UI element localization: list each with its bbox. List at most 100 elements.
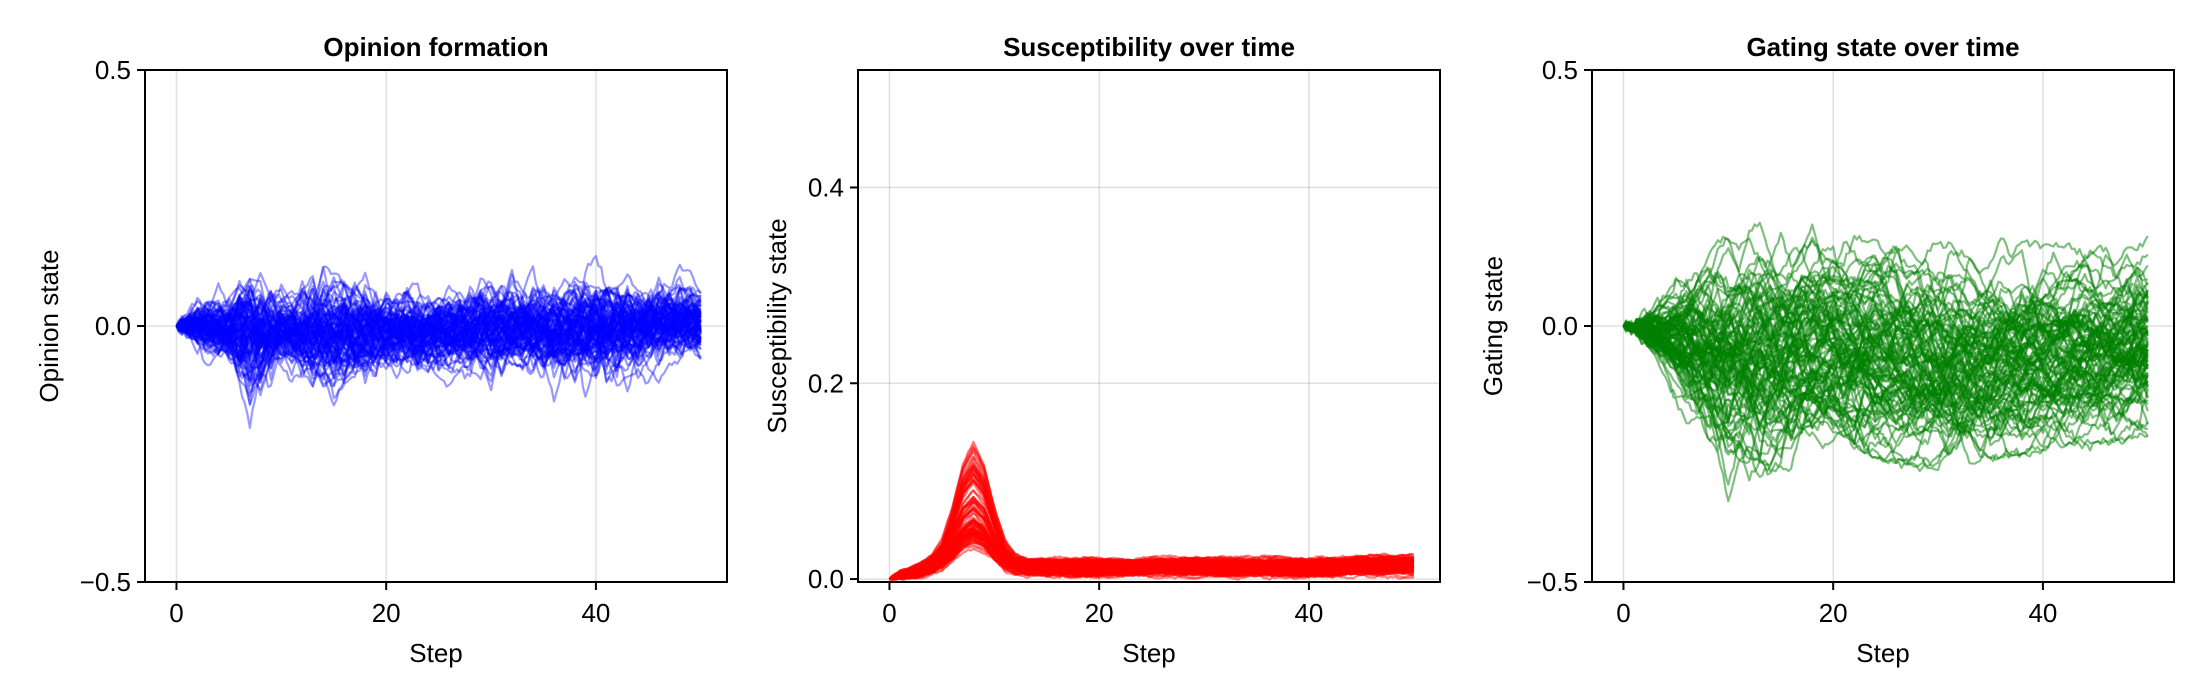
x-tick-label: 40 bbox=[2028, 598, 2057, 628]
series-line-48 bbox=[176, 283, 702, 388]
series-line-55 bbox=[175, 295, 702, 370]
series-line-45 bbox=[175, 289, 702, 370]
series-group bbox=[175, 254, 702, 429]
series-line-22 bbox=[175, 288, 702, 364]
series-line-97 bbox=[1622, 223, 2149, 379]
y-tick-label: 0.5 bbox=[95, 55, 131, 85]
series-line-95 bbox=[1622, 323, 2149, 456]
series-line-89 bbox=[175, 281, 702, 358]
series-line-54 bbox=[176, 297, 702, 359]
series-line-24 bbox=[175, 291, 701, 380]
series-line-100 bbox=[176, 279, 702, 362]
series-line-74 bbox=[1622, 275, 2149, 423]
y-tick-label: 0.4 bbox=[808, 172, 844, 202]
x-tick-label: 20 bbox=[372, 598, 401, 628]
chart-title: Gating state over time bbox=[1746, 32, 2019, 62]
chart-title: Susceptibility over time bbox=[1003, 32, 1295, 62]
series-line-71 bbox=[176, 299, 702, 377]
series-line-52 bbox=[176, 282, 702, 368]
series-line-75 bbox=[175, 288, 702, 387]
x-tick-label: 40 bbox=[581, 598, 610, 628]
series-line-79 bbox=[175, 265, 702, 356]
panel-1: 0 20 40 −0.5 0.0 0.5 Opinion formation Step Opin… bbox=[34, 32, 728, 668]
series-line-66 bbox=[175, 285, 702, 388]
series-line-73 bbox=[1622, 308, 2149, 423]
series-line-20 bbox=[176, 287, 701, 366]
series-line-15 bbox=[175, 284, 701, 356]
series-line-61 bbox=[175, 288, 702, 379]
series-line-40 bbox=[175, 284, 702, 362]
series-line-3 bbox=[176, 287, 702, 357]
series-line-86 bbox=[176, 300, 702, 388]
series-line-92 bbox=[175, 303, 702, 387]
series-line-18 bbox=[175, 276, 702, 367]
series-line-99 bbox=[1622, 235, 2149, 388]
y-tick-label: −0.5 bbox=[1527, 567, 1578, 597]
series-line-93 bbox=[888, 499, 1415, 581]
x-axis-label: Step bbox=[409, 638, 463, 668]
series-line-74 bbox=[176, 291, 702, 357]
series-line-99 bbox=[888, 523, 1414, 581]
y-tick-label: 0.0 bbox=[808, 564, 844, 594]
series-line-92 bbox=[1622, 292, 2149, 384]
series-line-9 bbox=[176, 276, 702, 377]
series-line-99 bbox=[175, 288, 702, 373]
series-line-90 bbox=[175, 289, 702, 393]
series-line-73 bbox=[175, 295, 702, 397]
series-line-26 bbox=[176, 285, 702, 365]
series-line-77 bbox=[175, 284, 702, 405]
series-line-98 bbox=[1623, 283, 2149, 368]
series-line-82 bbox=[176, 297, 702, 383]
series-line-31 bbox=[176, 266, 702, 370]
series-line-1 bbox=[175, 293, 702, 363]
series-line-13 bbox=[176, 275, 702, 381]
x-tick-label: 40 bbox=[1294, 598, 1323, 628]
series-line-17 bbox=[175, 288, 702, 378]
series-line-12 bbox=[176, 308, 702, 380]
series-line-51 bbox=[175, 277, 702, 388]
series-line-59 bbox=[175, 263, 702, 383]
series-line-83 bbox=[176, 280, 702, 387]
y-axis-label: Gating state bbox=[1478, 256, 1508, 396]
series-line-8 bbox=[175, 290, 701, 429]
series-line-64 bbox=[176, 284, 702, 363]
series-line-49 bbox=[175, 282, 702, 379]
series-line-26 bbox=[1623, 253, 2149, 364]
series-line-14 bbox=[176, 287, 702, 380]
series-line-63 bbox=[176, 293, 702, 385]
series-line-38 bbox=[175, 277, 701, 403]
series-line-67 bbox=[175, 287, 702, 359]
series-line-34 bbox=[176, 293, 702, 372]
series-line-91 bbox=[176, 273, 702, 375]
x-axis-label: Step bbox=[1122, 638, 1176, 668]
series-line-21 bbox=[176, 272, 702, 370]
series-line-93 bbox=[176, 289, 702, 407]
y-axis-label: Opinion state bbox=[34, 249, 64, 402]
series-line-43 bbox=[175, 278, 702, 357]
series-line-94 bbox=[1623, 251, 2149, 375]
series-line-82 bbox=[1622, 322, 2149, 440]
y-tick-label: 0.5 bbox=[1542, 55, 1578, 85]
series-line-37 bbox=[176, 254, 702, 378]
series-line-36 bbox=[175, 284, 702, 365]
series-line-16 bbox=[175, 290, 702, 398]
series-line-96 bbox=[1623, 270, 2149, 404]
series-line-4 bbox=[176, 285, 702, 379]
series-line-98 bbox=[175, 293, 702, 376]
chart-title: Opinion formation bbox=[323, 32, 548, 62]
series-line-35 bbox=[176, 305, 702, 388]
panel-3: 0 20 40 −0.5 0.0 0.5 Gating state over time Ste… bbox=[1478, 32, 2175, 668]
series-line-96 bbox=[175, 273, 702, 407]
y-tick-label: 0.2 bbox=[808, 368, 844, 398]
series-line-57 bbox=[1622, 321, 2149, 428]
x-tick-label: 0 bbox=[882, 598, 896, 628]
series-line-46 bbox=[176, 290, 702, 370]
series-line-2 bbox=[175, 284, 702, 384]
series-line-11 bbox=[176, 278, 701, 380]
series-line-33 bbox=[176, 280, 702, 365]
series-line-78 bbox=[176, 291, 702, 371]
series-line-23 bbox=[175, 294, 702, 372]
series-line-32 bbox=[175, 288, 702, 387]
series-line-47 bbox=[175, 276, 702, 373]
series-line-29 bbox=[175, 286, 702, 381]
